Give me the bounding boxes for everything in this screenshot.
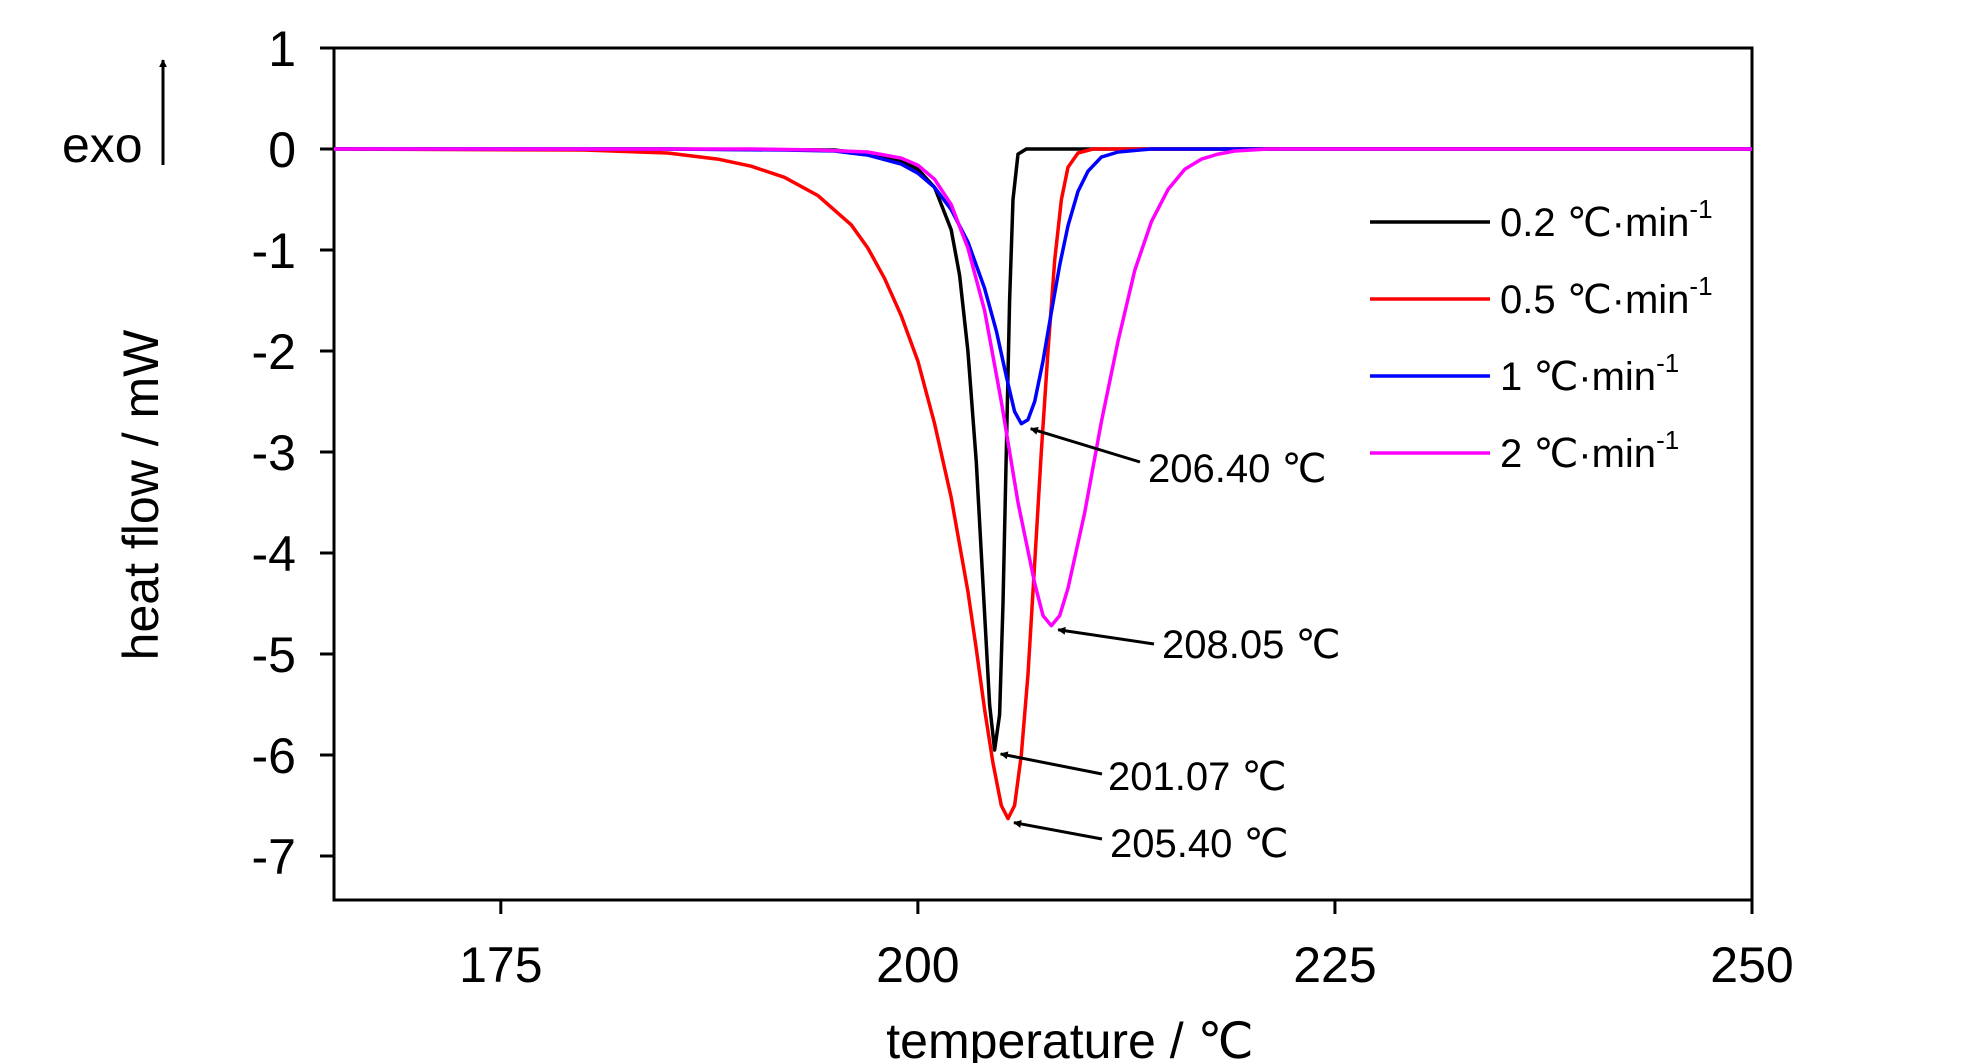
annotations: 206.40 ℃ 208.05 ℃ 201.07 ℃ 205.40 ℃ (999, 426, 1340, 866)
legend-label-superscript: -1 (1689, 194, 1712, 224)
y-tick-label: -3 (252, 425, 296, 481)
legend: 0.2 ℃·min-10.5 ℃·min-11 ℃·min-12 ℃·min-1 (1370, 194, 1713, 476)
legend-label: 1 ℃·min-1 (1500, 348, 1679, 399)
legend-label-superscript: -1 (1656, 425, 1679, 455)
annotation-label: 208.05 ℃ (1162, 623, 1340, 667)
annotation-arrow (1013, 820, 1103, 841)
y-tick-label: -7 (252, 829, 296, 885)
annotation-label: 205.40 ℃ (1110, 822, 1288, 866)
y-tick-label: -1 (252, 223, 296, 279)
annotation-label: 201.07 ℃ (1108, 755, 1286, 799)
x-tick-label: 225 (1293, 937, 1376, 993)
x-tick-label: 175 (459, 937, 542, 993)
series-line-3 (334, 147, 1752, 628)
x-tick-label: 200 (876, 937, 959, 993)
legend-label-text: 0.2 ℃·min (1500, 201, 1689, 245)
annotation-arrow (1057, 626, 1155, 646)
legend-label: 0.2 ℃·min-1 (1500, 194, 1713, 245)
legend-label-text: 0.5 ℃·min (1500, 278, 1689, 322)
legend-label-superscript: -1 (1689, 271, 1712, 301)
legend-label: 0.5 ℃·min-1 (1500, 271, 1713, 322)
y-tick-label: -2 (252, 324, 296, 380)
y-tick-label: -5 (252, 627, 296, 683)
legend-label-text: 2 ℃·min (1500, 432, 1656, 476)
series-line-2 (334, 147, 1752, 426)
y-axis: 1 0 -1 -2 -3 -4 -5 -6 -7 (252, 21, 334, 885)
legend-label: 2 ℃·min-1 (1500, 425, 1679, 476)
y-tick-label: 1 (268, 21, 296, 77)
x-tick-label: 250 (1710, 937, 1793, 993)
series-line-0 (334, 147, 1752, 752)
plot-frame (332, 46, 1754, 902)
exo-label: exo (62, 117, 143, 173)
y-tick-label: -4 (252, 526, 296, 582)
x-axis-title: temperature / ℃ (886, 1013, 1253, 1063)
y-tick-label: -6 (252, 728, 296, 784)
annotation-label: 206.40 ℃ (1148, 447, 1326, 491)
legend-label-text: 1 ℃·min (1500, 355, 1656, 399)
y-tick-label: 0 (268, 122, 296, 178)
annotation-arrow (999, 751, 1103, 776)
legend-label-superscript: -1 (1656, 348, 1679, 378)
series-group (333, 147, 1752, 821)
y-axis-title: heat flow / mW (113, 329, 169, 660)
series-line-1 (333, 147, 1752, 821)
annotation-arrow (1029, 426, 1141, 464)
x-axis: 175 200 225 250 (459, 900, 1794, 993)
